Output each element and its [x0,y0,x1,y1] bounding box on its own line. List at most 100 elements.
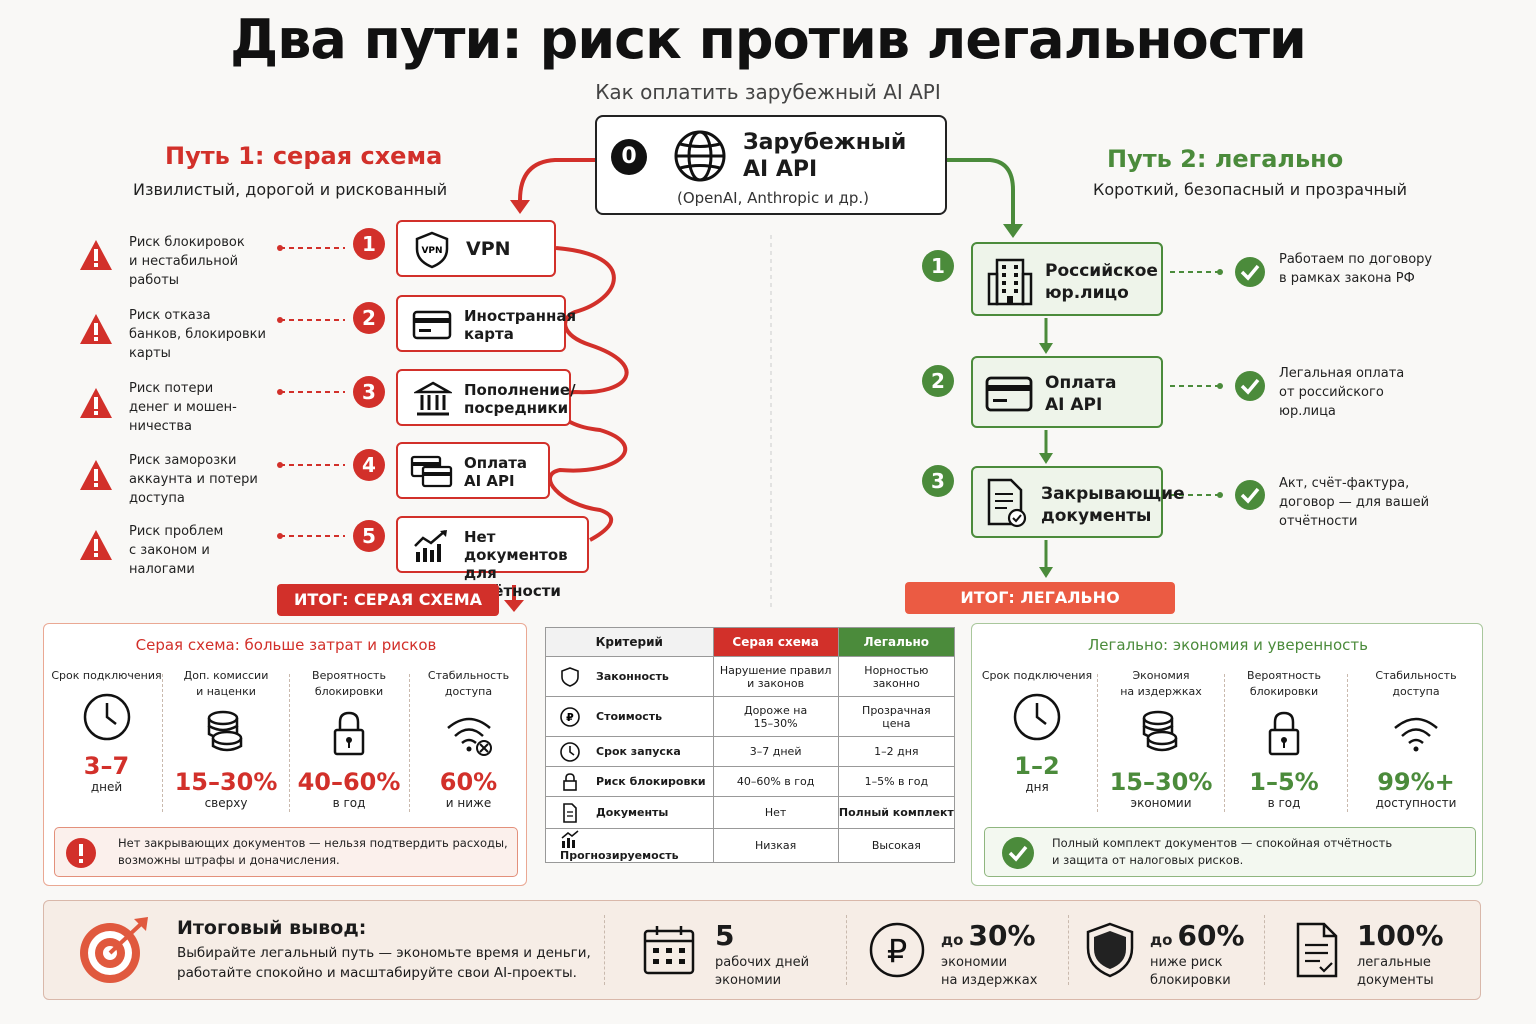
svg-text:VPN: VPN [421,246,442,256]
path1-step-payment: Оплата AI API [396,442,550,499]
source-to-path2-arrow [947,158,1015,228]
legal-metric-connect: Срок подключения 1–2 дня [981,669,1093,794]
path2-subtitle: Короткий, безопасный и прозрачный [1093,180,1407,199]
ok-connectors [1170,271,1220,496]
lock-icon [333,711,365,756]
path1-step-number: 1 [353,228,385,260]
table-header-gray: Серая схема [712,627,839,657]
svg-text:₽: ₽ [566,711,574,724]
ok-text-3: Акт, счёт-фактура, договор — для вашей отч… [1279,476,1430,529]
calendar-icon [643,926,695,975]
source-box: 0 Зарубежный AI API (OpenAI, Anthropic и… [595,115,947,215]
path1-result-arrowhead [504,600,524,612]
svg-text:₽: ₽ [887,932,907,970]
ruble-icon: ₽ [869,922,925,978]
path2-step-number: 2 [922,365,954,397]
stat-savings-caption: экономии на издержках [941,955,1038,988]
warning-icon [80,314,112,344]
alert-circle-icon [66,838,96,868]
source-title-line1: Зарубежный [743,130,907,155]
warning-icon [80,460,112,490]
table-header-criterion: Критерий [545,627,714,657]
path2-step-company: Российское юр.лицо [971,242,1163,316]
bank-icon [414,381,452,416]
path1-step-vpn: VPN VPN [396,220,556,277]
risk-connectors [280,247,345,537]
gray-scheme-panel: Серая схема: больше затрат и рисков Срок… [43,623,527,886]
table-row: Прогнозируемость Низкая Высокая [545,828,956,863]
source-to-path1-arrow [518,158,595,205]
table-header-legal: Легально [837,627,956,657]
stat-risk-prefix: до [1150,931,1173,949]
globe-icon [674,130,726,182]
page-title: Два пути: риск против легальности [230,8,1307,71]
path2-step-documents: Закрывающие документы [971,466,1185,538]
path1-result-badge: ИТОГ: СЕРАЯ СХЕМА [277,584,499,616]
legal-panel-heading: Легально: экономия и уверенность [1088,636,1368,654]
page-subtitle: Как оплатить зарубежный AI API [595,80,941,104]
gray-metric-connect: Срок подключения 3–7 дней [51,669,162,794]
path2-result-badge: ИТОГ: ЛЕГАЛЬНО [905,582,1175,614]
table-row: Законность Нарушение правил и законов Нор… [545,656,956,697]
target-icon [80,917,148,983]
risk-text-3: Риск потери денег и мошен-ничества [129,381,237,434]
source-note: (OpenAI, Anthropic и др.) [676,189,870,207]
gray-metric-fees: Доп. комиссии и наценки 15–30% сверху [174,669,278,810]
document-icon [563,802,577,823]
shield-icon [561,666,579,687]
path2-step-number: 3 [922,465,954,497]
risk-text-1: Риск блокировок и нестабильной работы [129,235,245,288]
check-circle-icon [1235,480,1265,510]
path1-step-number: 3 [353,376,385,408]
warning-icon [80,388,112,418]
legal-metric-stability: Стабильность доступа 99%+ доступности [1375,669,1457,810]
legal-panel: Легально: экономия и уверенность Срок по… [971,623,1483,886]
stat-docs-caption: легальные документы [1357,955,1434,988]
source-title-line2: AI API [743,157,818,182]
risk-text-2: Риск отказа банков, блокировки карты [129,308,266,361]
check-circle-icon [1235,371,1265,401]
coins-icon [1142,710,1178,752]
stat-days-caption: рабочих дней экономии [715,955,810,988]
gray-panel-heading: Серая схема: больше затрат и рисков [135,636,437,654]
legal-metric-savings: Экономия на издержках 15–30% экономии [1109,669,1213,810]
path1-step-number: 5 [353,520,385,552]
warning-icon [80,530,112,560]
building-icon [987,258,1033,306]
stat-risk-value: 60% [1177,919,1245,952]
path1-title: Путь 1: серая схема [165,142,443,170]
check-circle-icon [1235,257,1265,287]
conclusion-text: Выбирайте легальный путь — экономьте вре… [177,945,591,981]
ruble-icon: ₽ [560,706,580,727]
ok-text-1: Работаем по договору в рамках закона РФ [1279,252,1433,286]
stat-risk-caption: ниже риск блокировки [1150,955,1231,988]
conclusion-title: Итоговый вывод: [177,917,367,939]
cards-icon [410,455,453,488]
path1-step-intermediaries: Пополнение/посредники [396,369,576,426]
source-to-path1-arrowhead [510,200,530,214]
clock-icon [83,693,130,741]
table-row: Риск блокировки 40–60% в год 1–5% в год [545,766,956,797]
risk-text-5: Риск проблем с законом и налогами [129,524,224,577]
path1-step-card: Иностранная карта [396,295,576,352]
lock-icon [1268,711,1300,756]
warning-icon [80,240,112,270]
credit-card-icon [412,310,452,340]
path2-title: Путь 2: легально [1107,145,1344,173]
stat-savings-value: 30% [968,919,1036,952]
wifi-icon [1394,717,1438,752]
clock-icon [1013,693,1061,741]
path2-step-number: 1 [922,250,954,282]
wifi-off-icon [446,717,492,756]
table-row: ₽ Стоимость Дороже на 15–30% Прозрачная цен… [545,696,956,737]
comparison-table: Критерий Серая схема Легально Законность… [545,627,956,863]
gray-metric-stability: Стабильность доступа 60% и ниже [427,669,510,810]
stat-docs-value: 100% [1357,919,1444,952]
risk-text-4: Риск заморозки аккаунта и потери доступа [129,453,258,506]
check-circle-icon [1002,837,1034,869]
vpn-shield-icon: VPN [415,231,449,269]
gray-warning-note: Нет закрывающих документов — нельзя подт… [54,827,518,877]
source-to-path2-arrowhead [1003,224,1023,238]
chart-icon [414,530,447,562]
